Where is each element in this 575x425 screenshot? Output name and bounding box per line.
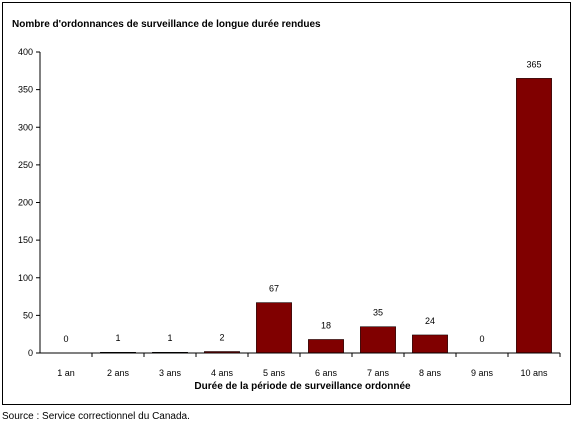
x-tick-label: 6 ans [315,368,338,378]
bars [100,78,552,354]
x-tick-label: 4 ans [211,368,234,378]
y-tick-label: 150 [18,235,33,245]
y-tick-label: 0 [28,348,33,358]
y-axis-ticks: 0 50 100 150 200 250 300 350 400 [18,47,40,358]
y-tick-label: 400 [18,47,33,57]
bar-data-label: 1 [115,333,120,343]
bar-data-labels: 0 1 1 2 67 18 35 24 0 365 [63,59,541,344]
bar-data-label: 35 [373,308,383,318]
bar [256,302,292,354]
x-tick-label: 10 ans [520,368,548,378]
y-tick-label: 100 [18,273,33,283]
y-tick-label: 350 [18,85,33,95]
x-tick-label: 9 ans [471,368,494,378]
bar [412,334,448,354]
x-tick-label: 8 ans [419,368,442,378]
bar-data-label: 1 [167,333,172,343]
x-axis-label: Durée de la période de surveillance ordo… [194,381,411,392]
bar-data-label: 67 [269,284,279,294]
source-note: Source : Service correctionnel du Canada… [2,411,190,422]
x-axis-ticks: 1 an 2 ans 3 ans 4 ans 5 ans 6 ans 7 ans 8 ans 9… [57,353,561,378]
chart-title: Nombre d'ordonnances de surveillance de … [12,19,321,30]
bar-data-label: 365 [526,59,541,69]
y-tick-label: 300 [18,122,33,132]
y-tick-label: 50 [23,310,33,320]
x-tick-label: 7 ans [367,368,390,378]
bar [360,326,396,354]
x-tick-label: 5 ans [263,368,286,378]
x-tick-label: 1 an [57,368,75,378]
bar-data-label: 24 [425,316,435,326]
x-tick-label: 3 ans [159,368,182,378]
bar-data-label: 0 [479,334,484,344]
y-tick-label: 250 [18,160,33,170]
bar-data-label: 18 [321,320,331,330]
bar [308,339,344,354]
x-tick-label: 2 ans [107,368,130,378]
y-tick-label: 200 [18,198,33,208]
bar-data-label: 2 [219,332,224,342]
bar [516,78,552,354]
bar-data-label: 0 [63,334,68,344]
